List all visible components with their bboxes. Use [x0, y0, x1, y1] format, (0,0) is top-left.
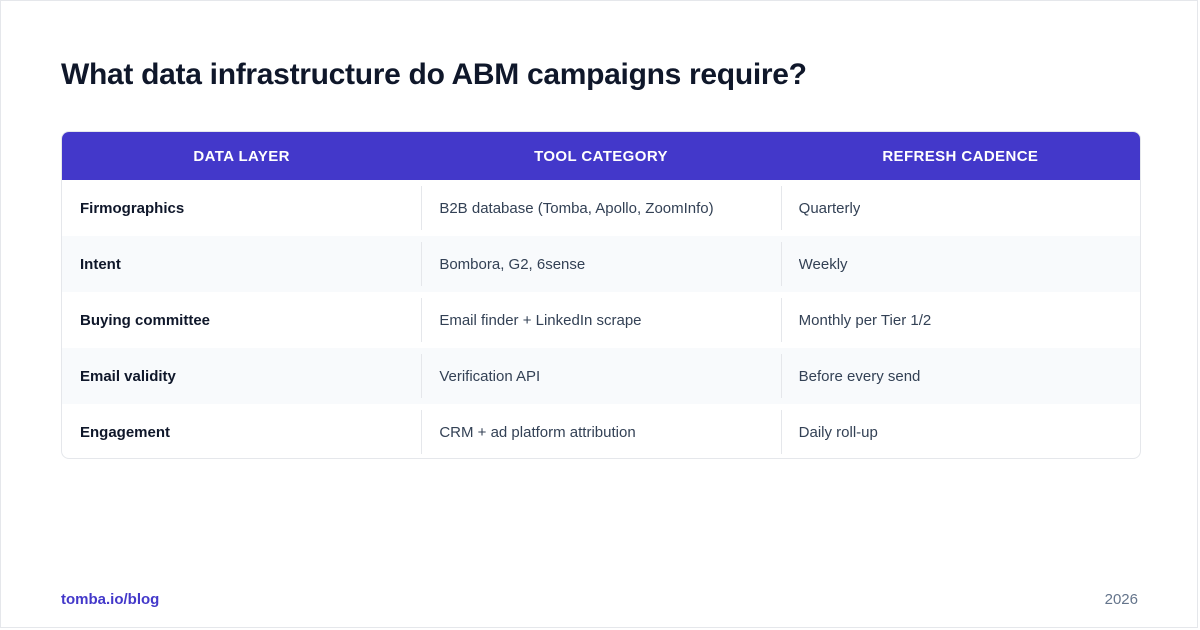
tool-category-cell: Bombora, G2, 6sense [421, 236, 780, 292]
table-row: Firmographics B2B database (Tomba, Apoll… [62, 180, 1140, 236]
refresh-cadence-text: Daily roll-up [798, 423, 878, 441]
tool-category-cell: B2B database (Tomba, Apollo, ZoomInfo) [421, 180, 780, 236]
data-layer-cell: Email validity [62, 348, 421, 404]
data-layer-text: Firmographics [80, 199, 185, 217]
data-layer-cell: Intent [62, 236, 421, 292]
refresh-cadence-cell: Quarterly [780, 180, 1140, 236]
table-row: Email validity Verification API Before e… [62, 348, 1140, 404]
data-layer-text: Intent [80, 255, 121, 273]
page-title: What data infrastructure do ABM campaign… [61, 58, 807, 91]
table-row: Engagement CRM + ad platform attribution… [62, 404, 1140, 458]
tool-category-text: Email finder + LinkedIn scrape [439, 311, 642, 329]
table-row: Intent Bombora, G2, 6sense Weekly [62, 236, 1140, 292]
refresh-cadence-text: Before every send [798, 367, 921, 385]
table-body: Firmographics B2B database (Tomba, Apoll… [62, 180, 1140, 458]
refresh-cadence-cell: Before every send [780, 348, 1140, 404]
refresh-cadence-cell: Daily roll-up [780, 404, 1140, 458]
data-infrastructure-table: DATA LAYER TOOL CATEGORY REFRESH CADENCE… [61, 131, 1141, 459]
tool-category-cell: CRM + ad platform attribution [421, 404, 780, 458]
data-layer-text: Buying committee [80, 311, 211, 329]
refresh-cadence-cell: Weekly [780, 236, 1140, 292]
data-layer-text: Email validity [80, 367, 176, 385]
tool-category-cell: Email finder + LinkedIn scrape [421, 292, 780, 348]
tool-category-text: Bombora, G2, 6sense [439, 255, 586, 273]
blog-link[interactable]: tomba.io/blog [61, 591, 160, 608]
tool-category-cell: Verification API [421, 348, 780, 404]
column-header-data-layer: DATA LAYER [193, 147, 290, 165]
data-layer-text: Engagement [80, 423, 171, 441]
footer-year: 2026 [1104, 591, 1138, 608]
data-layer-cell: Firmographics [62, 180, 421, 236]
column-header-refresh-cadence: REFRESH CADENCE [882, 147, 1039, 165]
refresh-cadence-cell: Monthly per Tier 1/2 [780, 292, 1140, 348]
refresh-cadence-text: Quarterly [798, 199, 861, 217]
refresh-cadence-text: Weekly [798, 255, 848, 273]
table-header: DATA LAYER TOOL CATEGORY REFRESH CADENCE [62, 132, 1140, 180]
tool-category-text: CRM + ad platform attribution [439, 423, 636, 441]
data-layer-cell: Engagement [62, 404, 421, 458]
column-header-tool-category: TOOL CATEGORY [534, 147, 668, 165]
tool-category-text: B2B database (Tomba, Apollo, ZoomInfo) [439, 199, 714, 217]
tool-category-text: Verification API [439, 367, 541, 385]
data-layer-cell: Buying committee [62, 292, 421, 348]
refresh-cadence-text: Monthly per Tier 1/2 [798, 311, 932, 329]
table-row: Buying committee Email finder + LinkedIn… [62, 292, 1140, 348]
